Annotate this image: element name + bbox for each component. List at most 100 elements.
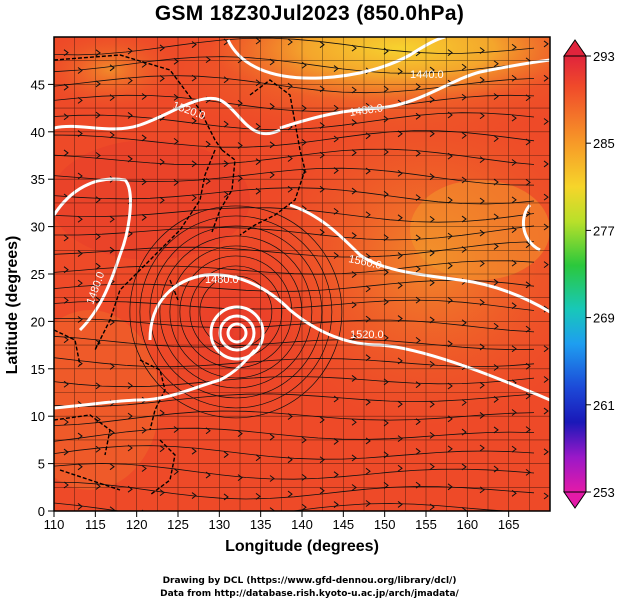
x-tick-label: 155 bbox=[415, 517, 437, 532]
wind-arrow bbox=[95, 49, 101, 57]
wind-arrow bbox=[493, 213, 499, 221]
contour-label: 1480.0 bbox=[349, 102, 384, 119]
wind-arrow bbox=[447, 196, 453, 204]
y-tick-label: 20 bbox=[31, 314, 45, 329]
wind-arrow bbox=[415, 112, 421, 120]
wind-arrow bbox=[301, 168, 307, 176]
wind-arrow bbox=[365, 285, 371, 293]
wind-arrow bbox=[493, 364, 499, 371]
colorbar-label: 269 bbox=[593, 311, 615, 326]
wind-arrow bbox=[429, 400, 435, 408]
wind-arrow bbox=[351, 375, 357, 382]
wind-arrow bbox=[397, 435, 403, 443]
wind-arrow bbox=[383, 234, 389, 242]
wind-arrow bbox=[223, 120, 229, 128]
wind-arrow bbox=[429, 66, 435, 74]
wind-arrow bbox=[77, 250, 83, 257]
wind-arrow bbox=[493, 135, 499, 143]
wind-arrow bbox=[351, 418, 357, 426]
wind-arrow bbox=[397, 169, 403, 177]
wind-arrow bbox=[109, 362, 115, 370]
y-tick-label: 35 bbox=[31, 172, 45, 187]
streamline-ring bbox=[129, 205, 343, 419]
wind-arrow bbox=[543, 160, 549, 168]
wind-arrow bbox=[191, 41, 197, 48]
y-tick-label: 15 bbox=[31, 362, 45, 377]
wind-arrow bbox=[269, 171, 275, 179]
wind-arrow bbox=[493, 465, 499, 473]
wind-arrow bbox=[127, 155, 133, 163]
wind-arrow bbox=[461, 93, 467, 101]
wind-arrow bbox=[237, 174, 243, 182]
wind-arrow bbox=[493, 426, 499, 434]
wind-arrow bbox=[351, 119, 357, 126]
y-tick-label: 45 bbox=[31, 77, 45, 92]
streamlines bbox=[54, 37, 562, 511]
wind-arrow bbox=[77, 215, 83, 223]
wind-arrow bbox=[415, 234, 421, 242]
credit-drawing: Drawing by DCL (https://www.gfd-dennou.o… bbox=[162, 576, 457, 586]
wind-arrow bbox=[287, 185, 293, 193]
colorbar-label: 293 bbox=[593, 49, 615, 64]
colorbar-bottom-arrow bbox=[563, 491, 587, 509]
wind-arrow bbox=[287, 456, 293, 464]
wind-arrow bbox=[447, 445, 453, 453]
wind-arrow bbox=[351, 187, 357, 195]
wind-arrow bbox=[447, 262, 453, 270]
wind-arrow bbox=[511, 196, 517, 204]
x-tick-label: 160 bbox=[456, 517, 478, 532]
wind-arrow bbox=[77, 279, 83, 287]
wind-arrow bbox=[558, 390, 562, 396]
wind-arrow bbox=[77, 67, 83, 74]
wind-arrow bbox=[109, 215, 115, 223]
wind-arrow bbox=[479, 229, 485, 237]
wind-arrow bbox=[319, 151, 325, 159]
wind-arrow bbox=[159, 158, 165, 166]
wind-arrow bbox=[319, 228, 325, 236]
wind-arrow bbox=[447, 483, 453, 491]
wind-arrow bbox=[397, 400, 403, 408]
wind-arrow bbox=[205, 140, 211, 148]
streamline bbox=[54, 376, 535, 388]
wind-arrow bbox=[95, 482, 101, 490]
wind-arrow bbox=[77, 172, 83, 180]
wind-arrow bbox=[127, 444, 133, 452]
wind-arrow bbox=[493, 178, 499, 186]
wind-arrow bbox=[397, 464, 403, 472]
x-tick-label: 110 bbox=[44, 517, 65, 532]
wind-arrow bbox=[493, 243, 499, 250]
wind-arrow bbox=[63, 296, 69, 304]
wind-arrow bbox=[191, 117, 197, 125]
colorbar-label: 261 bbox=[593, 398, 615, 413]
wind-arrow bbox=[525, 138, 531, 146]
wind-arrow bbox=[301, 473, 307, 481]
wind-arrow bbox=[159, 409, 165, 417]
wind-arrow bbox=[461, 319, 467, 327]
wind-arrow bbox=[365, 211, 371, 219]
wind-arrow bbox=[109, 131, 115, 139]
wind-arrow bbox=[543, 492, 549, 500]
wind-arrow bbox=[255, 492, 261, 500]
wind-arrow bbox=[383, 148, 389, 156]
wind-arrow bbox=[383, 419, 389, 427]
wind-arrow bbox=[159, 489, 165, 497]
x-tick-label: 145 bbox=[332, 517, 354, 532]
streamline bbox=[54, 94, 535, 112]
colorbar-label: 285 bbox=[593, 136, 615, 151]
wind-arrow bbox=[383, 190, 389, 198]
wind-arrow bbox=[223, 190, 229, 198]
wind-arrow bbox=[429, 96, 435, 104]
y-tick-label: 25 bbox=[31, 267, 45, 282]
wind-arrow bbox=[301, 61, 307, 69]
wind-arrow bbox=[269, 103, 275, 110]
wind-arrow bbox=[351, 232, 357, 239]
wind-arrow bbox=[63, 418, 69, 426]
wind-arrow bbox=[429, 431, 435, 439]
wind-arrow bbox=[365, 132, 371, 140]
wind-arrow bbox=[543, 193, 549, 201]
y-tick-label: 5 bbox=[38, 457, 45, 472]
wind-arrow bbox=[543, 74, 549, 82]
wind-arrow bbox=[95, 445, 101, 453]
wind-arrow bbox=[333, 167, 339, 174]
